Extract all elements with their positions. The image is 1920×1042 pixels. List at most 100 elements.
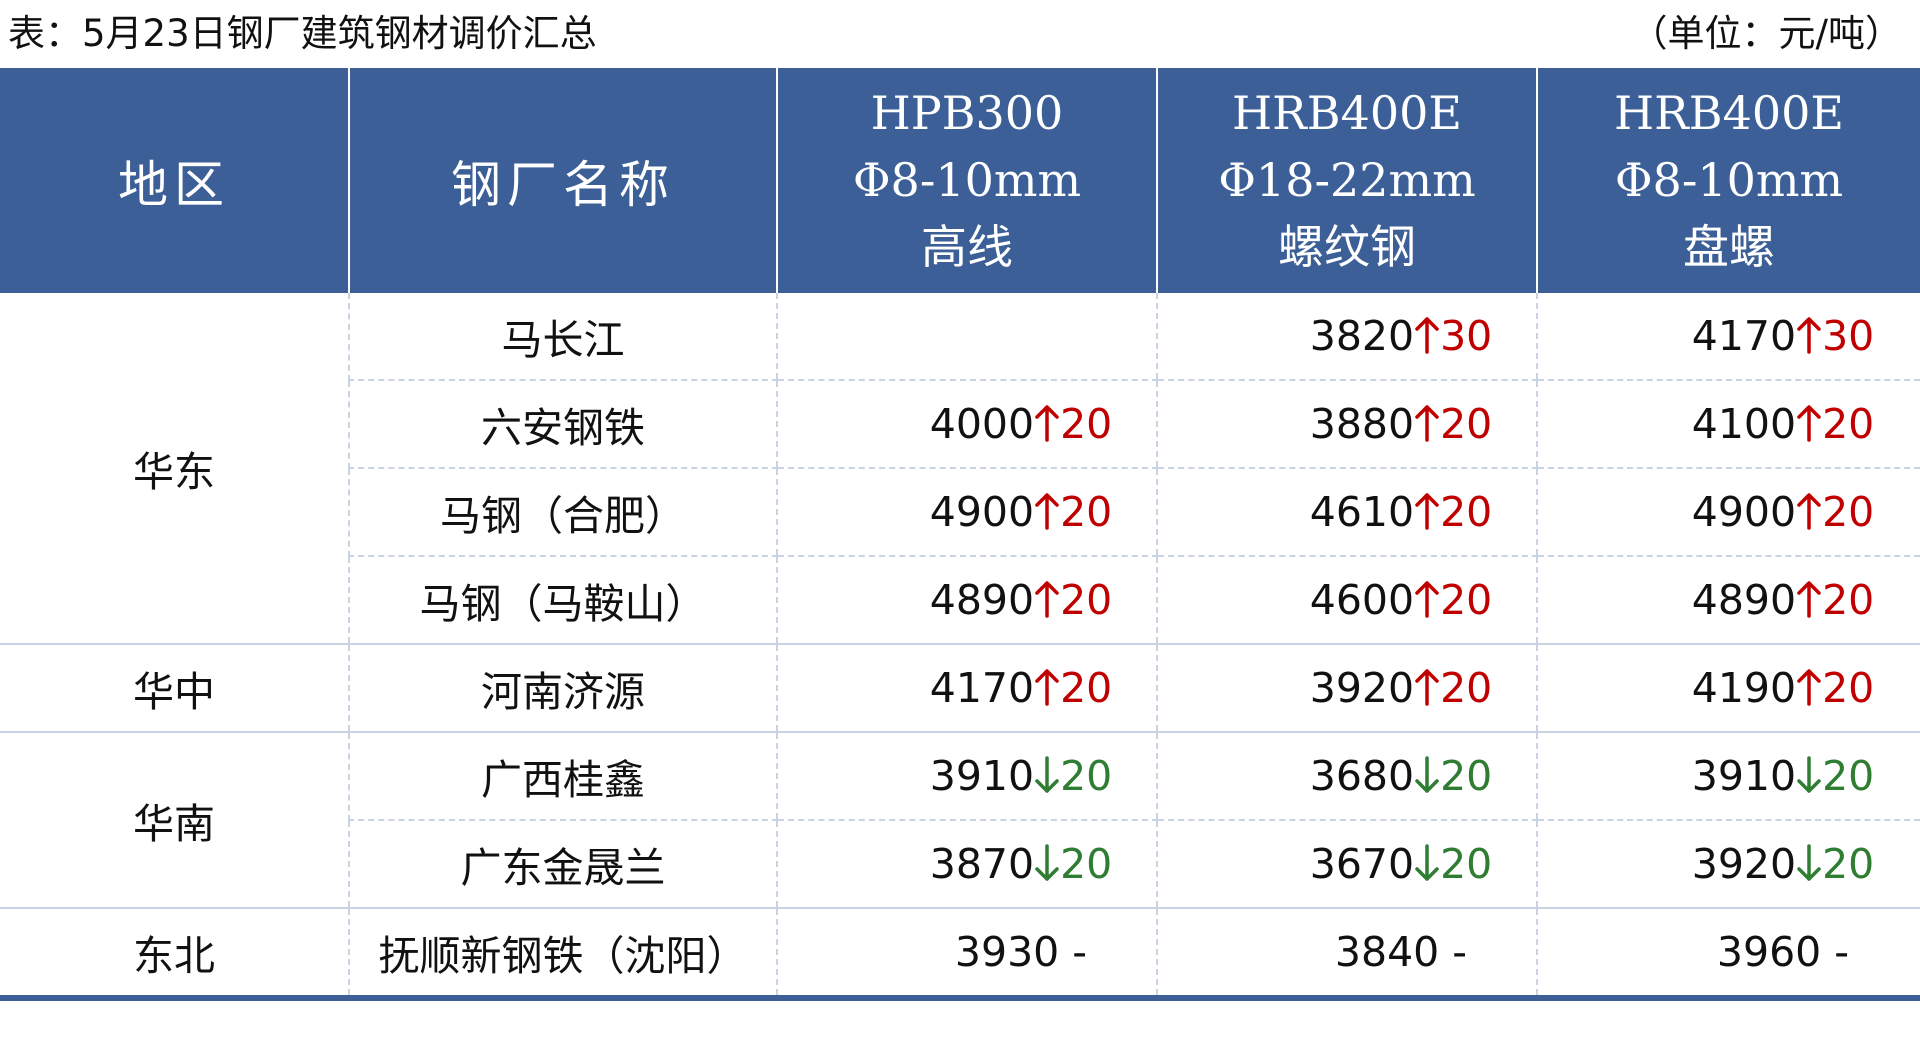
title-bar: 表：5月23日钢厂建筑钢材调价汇总 （单位：元/吨） <box>0 0 1920 68</box>
table-row: 马钢（马鞍山） 4890 20 4600 20 4890 20 <box>0 556 1920 645</box>
up-arrow-icon <box>1414 404 1440 442</box>
price-cell: 4890 20 <box>776 556 1157 645</box>
price-value: 4000 <box>929 400 1035 448</box>
up-arrow-icon <box>1796 316 1822 354</box>
region-cell: 东北 <box>0 908 349 1001</box>
price-cell: 4190 20 <box>1536 644 1920 733</box>
price-cell: 3910 20 <box>1536 732 1920 821</box>
price-value-group: 4890 20 <box>1692 576 1875 624</box>
region-cell: 华东 <box>0 293 349 645</box>
price-value: 3670 <box>1309 840 1415 888</box>
header-mill-name: 钢厂名称 <box>349 68 778 293</box>
price-cell: 3960 - <box>1536 908 1920 1001</box>
up-arrow-icon <box>1034 404 1060 442</box>
header-grade: HRB400E <box>1232 86 1462 140</box>
table-caption: 表：5月23日钢厂建筑钢材调价汇总 <box>8 12 597 55</box>
table-row: 马钢（合肥） 4900 20 4610 20 4900 20 <box>0 468 1920 557</box>
mill-name: 六安钢铁 <box>348 380 777 469</box>
price-cell: 4890 20 <box>1536 556 1920 645</box>
price-change: 20 <box>1060 400 1113 448</box>
price-change: - <box>1452 928 1468 976</box>
price-value: 4890 <box>929 576 1035 624</box>
price-change: 20 <box>1060 488 1113 536</box>
up-arrow-icon <box>1414 580 1440 618</box>
header-spec: Φ18-22mm <box>1218 153 1476 207</box>
price-change: 20 <box>1440 400 1493 448</box>
price-value: 4890 <box>1691 576 1797 624</box>
price-cell: 4000 20 <box>776 380 1157 469</box>
price-value: 4900 <box>1691 488 1797 536</box>
price-cell: 4600 20 <box>1156 556 1537 645</box>
header-hrb400e-coil: HRB400E Φ8-10mm 盘螺 <box>1537 68 1920 293</box>
price-value: 3820 <box>1309 312 1415 360</box>
price-value-group: 3870 20 <box>930 840 1113 888</box>
mill-name: 马长江 <box>348 293 777 381</box>
header-grade: HPB300 <box>870 86 1064 140</box>
table-row: 广东金晟兰 3870 20 3670 20 3920 20 <box>0 820 1920 909</box>
price-change: 20 <box>1440 488 1493 536</box>
price-cell: 4610 20 <box>1156 468 1537 557</box>
header-product: 螺纹钢 <box>1278 220 1416 274</box>
price-cell: 3820 30 <box>1156 293 1537 381</box>
price-value-group: 3930 - <box>955 928 1087 976</box>
table-row: 六安钢铁 4000 20 3880 20 4100 20 <box>0 380 1920 469</box>
price-value: 3930 <box>954 928 1060 976</box>
price-change: 20 <box>1822 840 1875 888</box>
price-value-group: 3680 20 <box>1310 752 1493 800</box>
price-value-group: 4190 20 <box>1692 664 1875 712</box>
up-arrow-icon <box>1796 404 1822 442</box>
price-value-group: 3920 20 <box>1692 840 1875 888</box>
price-value-group: 3960 - <box>1717 928 1849 976</box>
price-change: 20 <box>1440 752 1493 800</box>
price-change: 20 <box>1822 576 1875 624</box>
table-header: 地区 钢厂名称 HPB300 Φ8-10mm 高线 HRB400E Φ18-22… <box>0 68 1920 293</box>
up-arrow-icon <box>1414 492 1440 530</box>
header-hpb300: HPB300 Φ8-10mm 高线 <box>777 68 1158 293</box>
price-value: 3870 <box>929 840 1035 888</box>
price-adjustment-table: 地区 钢厂名称 HPB300 Φ8-10mm 高线 HRB400E Φ18-22… <box>0 68 1920 1001</box>
header-row: 地区 钢厂名称 HPB300 Φ8-10mm 高线 HRB400E Φ18-22… <box>0 68 1920 293</box>
price-value: 4600 <box>1309 576 1415 624</box>
price-value-group: 4000 20 <box>930 400 1113 448</box>
price-cell: 4170 30 <box>1536 293 1920 381</box>
price-value-group: 4100 20 <box>1692 400 1875 448</box>
up-arrow-icon <box>1034 492 1060 530</box>
price-value: 4100 <box>1691 400 1797 448</box>
price-value-group: 3910 20 <box>930 752 1113 800</box>
price-change: 30 <box>1822 312 1875 360</box>
header-spec: Φ8-10mm <box>852 153 1082 207</box>
price-cell: 4100 20 <box>1536 380 1920 469</box>
price-value-group: 3820 30 <box>1310 312 1493 360</box>
up-arrow-icon <box>1796 668 1822 706</box>
price-value: 4170 <box>929 664 1035 712</box>
price-cell: 3680 20 <box>1156 732 1537 821</box>
price-value: 3960 <box>1716 928 1822 976</box>
price-value-group: 4900 20 <box>930 488 1113 536</box>
price-change: 20 <box>1440 840 1493 888</box>
price-value-group: 3670 20 <box>1310 840 1493 888</box>
unit-label: （单位：元/吨） <box>1630 12 1902 55</box>
table-row: 东北 抚顺新钢铁（沈阳） 3930 - 3840 - 3960 - <box>0 908 1920 1001</box>
down-arrow-icon <box>1034 844 1060 882</box>
price-change: - <box>1072 928 1088 976</box>
down-arrow-icon <box>1414 756 1440 794</box>
up-arrow-icon <box>1034 668 1060 706</box>
mill-name: 广西桂鑫 <box>348 732 777 821</box>
table-row: 华中 河南济源 4170 20 3920 20 4190 20 <box>0 644 1920 733</box>
price-value-group: 4170 20 <box>930 664 1113 712</box>
price-cell: 3910 20 <box>776 732 1157 821</box>
mill-name: 广东金晟兰 <box>348 820 777 909</box>
header-spec: Φ8-10mm <box>1614 153 1844 207</box>
mill-name: 马钢（合肥） <box>348 468 777 557</box>
price-value: 4170 <box>1691 312 1797 360</box>
down-arrow-icon <box>1796 844 1822 882</box>
price-change: - <box>1834 928 1850 976</box>
price-value: 3880 <box>1309 400 1415 448</box>
down-arrow-icon <box>1034 756 1060 794</box>
price-value-group: 4900 20 <box>1692 488 1875 536</box>
price-value: 3910 <box>929 752 1035 800</box>
price-value-group: 4170 30 <box>1692 312 1875 360</box>
mill-name: 抚顺新钢铁（沈阳） <box>348 908 777 1001</box>
price-value: 3680 <box>1309 752 1415 800</box>
price-value-group: 4600 20 <box>1310 576 1493 624</box>
